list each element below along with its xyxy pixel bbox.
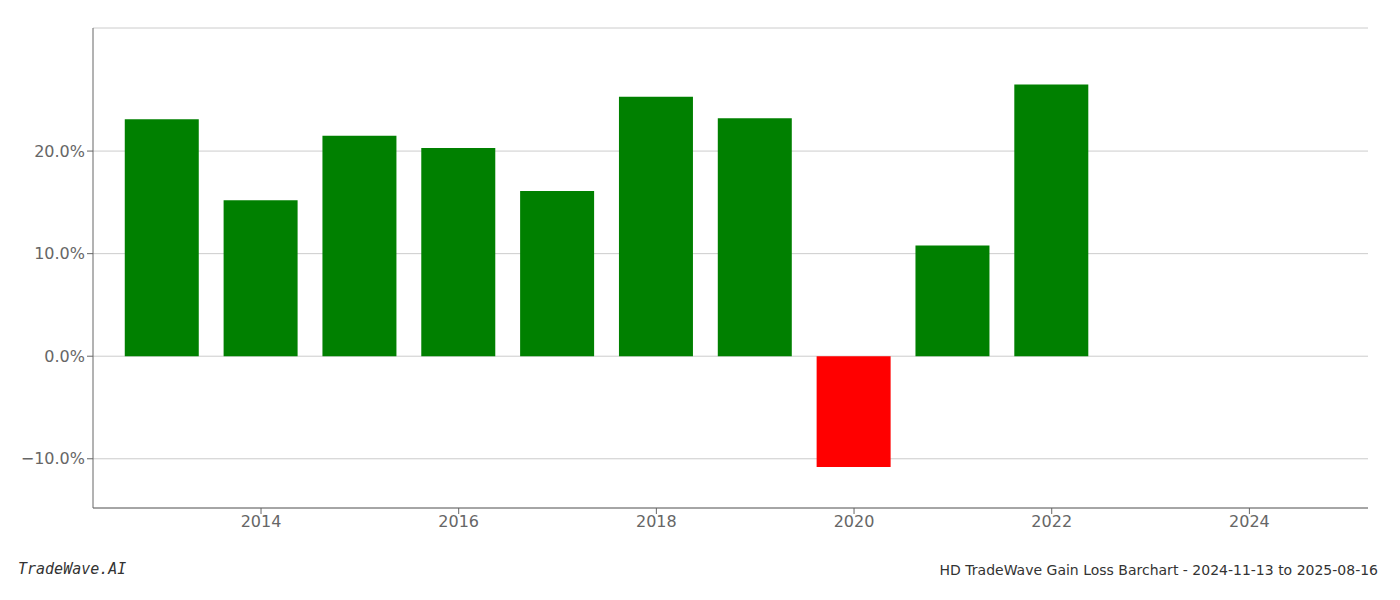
html-text:TradeWave.AI: TradeWave.AI [18,560,127,578]
svg-text:−10.0%: −10.0% [21,449,85,468]
html-text:HD TradeWave Gain Loss Barchar: HD TradeWave Gain Loss Barchart - 2024-1… [939,562,1378,578]
svg-text:2018: 2018 [636,512,677,531]
svg-text:2016: 2016 [438,512,479,531]
svg-text:2020: 2020 [834,512,875,531]
svg-text:0.0%: 0.0% [44,347,85,366]
svg-text:2024: 2024 [1229,512,1270,531]
svg-text:10.0%: 10.0% [34,244,85,263]
svg-text:2014: 2014 [241,512,282,531]
svg-text:20.0%: 20.0% [34,142,85,161]
svg-text:2022: 2022 [1031,512,1072,531]
